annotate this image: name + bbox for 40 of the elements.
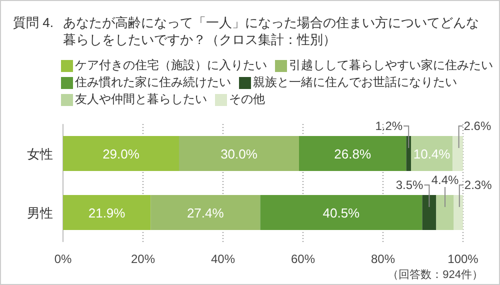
bar: [411, 136, 453, 171]
bar: [260, 195, 422, 230]
data-label: 4.4%: [431, 173, 459, 187]
bar: [454, 195, 463, 230]
x-tick-label: 20%: [130, 252, 156, 266]
legend-label: ケア付きの住宅（施設）に入りたい: [75, 57, 267, 74]
legend-label: 住み慣れた家に住み続けたい: [75, 74, 231, 91]
legend-label: 親族と一緒に住んでお世話になりたい: [253, 74, 457, 91]
bar: [63, 195, 151, 230]
x-tick-label: 60%: [290, 252, 316, 266]
bar: [179, 136, 299, 171]
legend-label: 友人や仲間と暮らしたい: [75, 91, 207, 108]
x-tick-label: 80%: [370, 252, 396, 266]
data-label: 1.2%: [375, 119, 403, 133]
data-label: 3.5%: [396, 178, 424, 192]
legend-label: その他: [229, 91, 265, 108]
bar: [150, 195, 260, 230]
text: （回答数：924件）: [388, 269, 483, 281]
data-label: 2.6%: [464, 119, 492, 133]
bar: [63, 136, 179, 171]
data-label: 26.8%: [334, 146, 372, 162]
data-label: 29.0%: [102, 146, 140, 162]
bar: [436, 195, 454, 230]
bar: [422, 195, 436, 230]
x-tick-label: 100%: [448, 252, 479, 266]
data-label: 30.0%: [220, 146, 258, 162]
x-tick-label: 0%: [54, 252, 72, 266]
data-label: 10.4%: [413, 146, 451, 162]
data-label: 2.3%: [464, 178, 492, 192]
legend-label: 引越しして暮らしやすい家に住みたい: [289, 57, 493, 74]
data-label: 21.9%: [88, 206, 126, 220]
y-tick-label: 女性: [27, 146, 53, 162]
x-tick-label: 40%: [210, 252, 236, 266]
bar: [299, 136, 406, 171]
data-label: 27.4%: [186, 206, 224, 220]
bar: [452, 136, 463, 171]
chart-title: 質問 4. あなたが高齢になって「一人」になった場合の住まい方についてどんな暮らしをしたいですか？（クロス集計：性別）: [13, 14, 480, 48]
y-tick-label: 男性: [27, 206, 53, 220]
data-label: 40.5%: [322, 206, 360, 220]
bar: [406, 136, 411, 171]
